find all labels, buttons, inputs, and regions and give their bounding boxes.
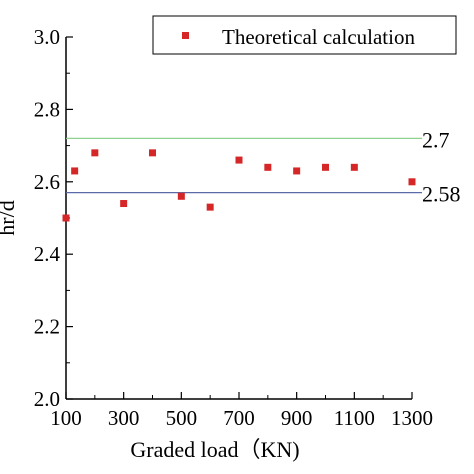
plot-area: 2.72.58 100 300 500 700 900 1100 1300 2.02.22.… [34, 25, 461, 430]
data-point [206, 203, 214, 211]
x-tick-label: 700 [223, 406, 255, 430]
y-tick-label: 2.4 [34, 242, 61, 266]
data-point [120, 200, 128, 208]
legend-box [152, 15, 457, 55]
data-point [71, 167, 79, 175]
legend-label: Theoretical calculation [222, 25, 415, 49]
y-axis-ticks: 2.0 2.2 2.4 2.6 2.8 3.0 [34, 25, 73, 411]
x-tick-label: 900 [281, 406, 313, 430]
data-point [293, 167, 301, 175]
data-point [322, 163, 329, 171]
y-tick-label: 3.0 [34, 25, 60, 49]
y-axis-title: hr/d [0, 200, 19, 235]
x-axis-title: Graded load（KN) [130, 437, 299, 462]
data-point [91, 149, 99, 157]
data-point [408, 178, 416, 186]
reference-line-label: 2.7 [422, 127, 450, 152]
data-points [62, 149, 416, 222]
data-point [149, 149, 156, 157]
reference-lines: 2.7 2.58 [66, 127, 461, 207]
data-point [350, 163, 358, 171]
y-tick-label: 2.8 [34, 97, 60, 121]
reference-line-label: 2.58 [422, 182, 461, 207]
data-point [62, 214, 70, 222]
y-tick-label: 2.0 [34, 387, 60, 411]
x-tick-label: 1100 [334, 406, 375, 430]
x-tick-label: 100 [50, 406, 82, 430]
legend-marker [182, 32, 189, 39]
y-tick-label: 2.2 [34, 315, 60, 339]
x-tick-label: 300 [108, 406, 140, 430]
data-point [177, 192, 185, 200]
data-point [264, 163, 272, 171]
x-tick-label: 1300 [391, 406, 433, 430]
x-tick-label: 500 [166, 406, 198, 430]
x-axis-ticks: 100 300 500 700 900 1100 1300 [50, 392, 433, 430]
data-point [235, 156, 243, 164]
y-tick-label: 2.6 [34, 170, 60, 194]
legend: Theoretical calculation [152, 15, 457, 55]
